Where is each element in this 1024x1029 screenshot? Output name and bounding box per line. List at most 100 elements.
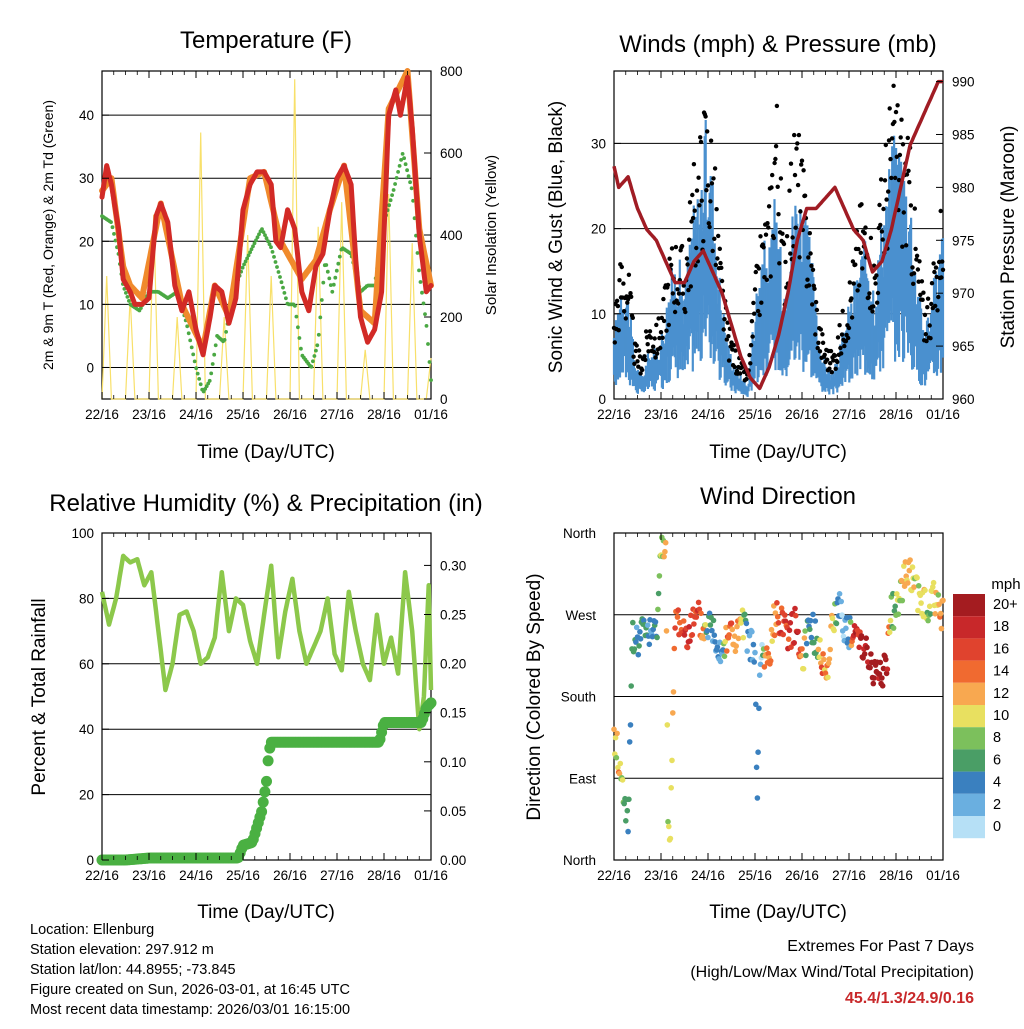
direction-point	[705, 634, 711, 641]
x-tick-label: 24/16	[179, 868, 213, 883]
gust-point	[925, 296, 931, 301]
gust-point	[694, 188, 700, 193]
gust-point	[669, 246, 675, 251]
direction-point	[728, 620, 735, 626]
dewpoint-point	[261, 230, 266, 235]
direction-point	[821, 656, 827, 663]
x-tick-label: 25/16	[226, 407, 260, 422]
direction-point	[914, 575, 920, 581]
y-tick-label: 10	[591, 307, 606, 322]
speed-legend-swatch	[953, 616, 985, 639]
gust-point	[809, 263, 814, 268]
dewpoint-point	[399, 158, 403, 162]
direction-point	[733, 643, 739, 649]
direction-point	[938, 625, 945, 632]
gust-point	[781, 241, 787, 247]
direction-point	[792, 605, 798, 612]
gust-point	[816, 340, 821, 345]
direction-point	[724, 648, 730, 654]
gust-point	[696, 175, 701, 180]
dewpoint-point	[276, 270, 281, 274]
dewpoint-point	[243, 259, 248, 264]
y-right-tick-label: 0.30	[440, 558, 466, 573]
direction-point	[729, 626, 736, 633]
temperature-y-axis-label: 2m & 9m T (Red, Orange) & 2m Td (Green)	[40, 100, 56, 370]
y-right-tick-label: 970	[952, 286, 975, 301]
direction-point	[615, 764, 621, 771]
extremes-title: Extremes For Past 7 Days	[787, 938, 974, 955]
precipitation-series	[96, 697, 437, 866]
gust-point	[787, 188, 792, 193]
x-tick-label: 22/16	[597, 868, 631, 883]
gust-point	[708, 138, 714, 143]
speed-legend-swatch	[953, 660, 985, 683]
gust-point	[899, 117, 904, 122]
direction-point	[712, 639, 718, 645]
gust-point	[647, 329, 653, 334]
dewpoint-point	[112, 232, 116, 236]
direction-point	[786, 627, 793, 634]
humidity-y-axis-label: Percent & Total Rainfall	[29, 598, 50, 795]
direction-point	[668, 785, 674, 791]
direction-point	[764, 645, 770, 651]
gust-point	[705, 129, 710, 134]
gust-point	[684, 256, 690, 261]
direction-point	[807, 626, 813, 633]
gust-point	[719, 265, 724, 270]
direction-point	[661, 553, 667, 560]
gust-point	[676, 291, 682, 296]
station-elevation: Station elevation: 297.912 m	[30, 942, 214, 958]
direction-point	[761, 664, 768, 670]
gust-point	[911, 271, 917, 276]
temperature-x-axis-label: Time (Day/UTC)	[197, 442, 335, 463]
gust-point	[657, 335, 662, 341]
dewpoint-point	[327, 276, 332, 281]
x-tick-label: 01/16	[414, 868, 448, 883]
gust-point	[851, 281, 856, 286]
dewpoint-point	[246, 253, 251, 258]
gust-point	[703, 114, 708, 119]
gust-point	[788, 251, 793, 256]
dewpoint-point	[396, 170, 400, 174]
wind-direction-grid	[614, 532, 943, 861]
dewpoint-point	[405, 168, 409, 173]
dewpoint-point	[191, 352, 196, 357]
dewpoint-point	[124, 291, 128, 295]
gust-point	[824, 357, 830, 362]
direction-point	[930, 579, 937, 586]
y-right-tick-label: 965	[952, 339, 975, 354]
gust-point	[763, 232, 769, 237]
y-tick-label: 10	[79, 297, 94, 312]
gust-point	[681, 283, 686, 288]
gust-point	[709, 181, 715, 186]
humidity-axes: 0 20 40 60 80 100 0.00 0.05 0.10 0.15 0.20 0.25 0.30…	[71, 526, 466, 883]
direction-point	[751, 659, 757, 665]
gust-point	[783, 259, 788, 265]
dewpoint-point	[294, 314, 299, 319]
direction-point	[820, 651, 826, 657]
gust-point	[640, 367, 645, 373]
direction-point	[890, 625, 897, 631]
gust-point	[759, 300, 764, 305]
gust-point	[636, 348, 642, 353]
direction-point	[798, 652, 804, 659]
x-tick-label: 26/16	[785, 868, 819, 883]
gust-point	[704, 188, 709, 193]
gust-point	[666, 322, 671, 328]
gust-point	[694, 245, 699, 251]
gust-point	[768, 274, 773, 279]
gust-point	[835, 359, 840, 365]
direction-point	[861, 651, 868, 657]
direction-point	[795, 628, 801, 635]
gust-point	[893, 109, 899, 115]
direction-point	[739, 607, 746, 613]
gust-point	[795, 141, 800, 146]
gust-point	[849, 315, 855, 320]
direction-point	[940, 597, 946, 604]
gust-point	[652, 336, 657, 341]
gust-point	[712, 166, 718, 171]
speed-legend-swatch	[953, 771, 985, 794]
direction-point	[644, 622, 651, 628]
wind-direction-y-axis-label: Direction (Colored By Speed)	[524, 573, 545, 820]
dewpoint-point	[188, 338, 193, 343]
